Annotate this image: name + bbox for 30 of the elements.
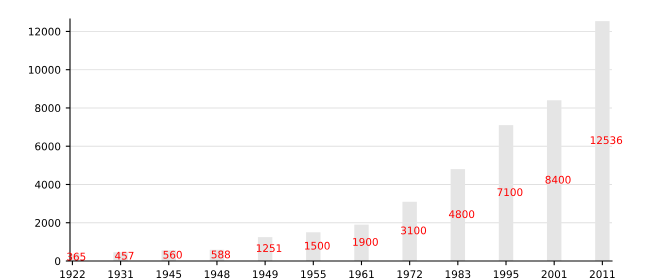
y-tick-label: 2000 (35, 218, 60, 227)
y-tick-label: 0 (55, 257, 60, 266)
x-tick-label: 1955 (301, 270, 326, 278)
data-label: 3100 (401, 226, 426, 234)
y-tick-label: 10000 (28, 66, 60, 74)
x-tick-label: 1922 (60, 270, 85, 278)
data-label: 4800 (448, 210, 474, 218)
data-label: 1900 (353, 238, 378, 246)
y-tick-label: 6000 (35, 142, 60, 150)
data-label: 457 (115, 252, 134, 260)
x-tick-label: 1983 (446, 270, 470, 278)
y-tick-label: 8000 (35, 104, 60, 112)
data-label: 12536 (590, 136, 622, 144)
x-tick-label: 2011 (590, 270, 615, 278)
x-tick-label: 1931 (108, 270, 133, 278)
x-tick-label: 2001 (542, 270, 566, 278)
data-label: 8400 (545, 176, 571, 184)
x-tick-label: 1961 (349, 270, 374, 278)
x-tick-label: 1949 (253, 270, 278, 278)
data-label: 1251 (256, 244, 282, 252)
data-label: 560 (163, 250, 182, 259)
x-tick-label: 1972 (398, 270, 422, 278)
data-label: 1500 (305, 242, 330, 250)
y-tick-label: 12000 (28, 28, 60, 36)
x-tick-label: 1948 (204, 270, 230, 278)
y-tick-label: 4000 (34, 180, 60, 189)
x-tick-label: 1995 (494, 270, 518, 278)
data-label: 588 (212, 250, 230, 258)
data-label: 7100 (497, 188, 522, 196)
x-tick-label: 1945 (156, 270, 182, 278)
